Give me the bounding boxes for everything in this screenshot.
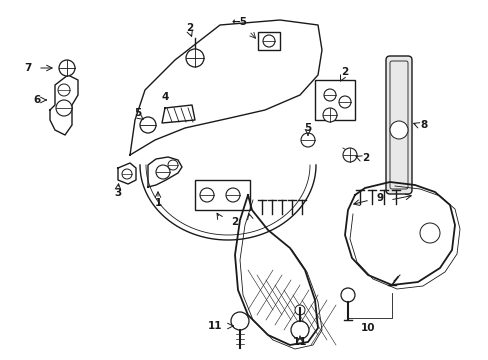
- Circle shape: [56, 100, 72, 116]
- Circle shape: [168, 160, 178, 170]
- Circle shape: [200, 188, 214, 202]
- Text: 2: 2: [231, 217, 238, 227]
- Circle shape: [389, 121, 407, 139]
- Circle shape: [301, 133, 314, 147]
- Polygon shape: [50, 75, 78, 135]
- Text: 2: 2: [186, 23, 193, 33]
- Polygon shape: [118, 163, 136, 184]
- Polygon shape: [162, 105, 195, 123]
- Polygon shape: [148, 157, 182, 187]
- Polygon shape: [235, 195, 317, 345]
- Text: 1: 1: [154, 198, 162, 208]
- Text: 9: 9: [376, 193, 383, 203]
- Text: 10: 10: [360, 323, 374, 333]
- Text: 6: 6: [33, 95, 41, 105]
- Circle shape: [140, 117, 156, 133]
- Text: 3: 3: [114, 188, 122, 198]
- Text: 4: 4: [161, 92, 168, 102]
- Text: 8: 8: [419, 120, 427, 130]
- Bar: [314, 80, 354, 120]
- Text: 5: 5: [304, 123, 311, 133]
- Circle shape: [419, 223, 439, 243]
- Text: 11: 11: [292, 337, 306, 347]
- Text: 11: 11: [207, 321, 222, 331]
- Bar: [195, 180, 249, 210]
- Circle shape: [324, 89, 335, 101]
- Text: 2: 2: [361, 153, 368, 163]
- Circle shape: [342, 148, 356, 162]
- Text: ←5: ←5: [231, 17, 247, 27]
- Circle shape: [294, 305, 305, 315]
- Circle shape: [340, 288, 354, 302]
- Circle shape: [338, 96, 350, 108]
- Circle shape: [59, 60, 75, 76]
- Circle shape: [290, 321, 308, 339]
- Circle shape: [122, 169, 132, 179]
- Text: 2: 2: [341, 67, 348, 77]
- Polygon shape: [345, 182, 454, 285]
- FancyBboxPatch shape: [385, 56, 411, 194]
- Circle shape: [185, 49, 203, 67]
- Circle shape: [58, 84, 70, 96]
- Bar: [258, 32, 280, 50]
- Circle shape: [263, 35, 274, 47]
- Text: 5: 5: [134, 108, 142, 118]
- Circle shape: [230, 312, 248, 330]
- Text: 7: 7: [24, 63, 32, 73]
- Circle shape: [323, 108, 336, 122]
- Circle shape: [225, 188, 240, 202]
- Circle shape: [156, 165, 170, 179]
